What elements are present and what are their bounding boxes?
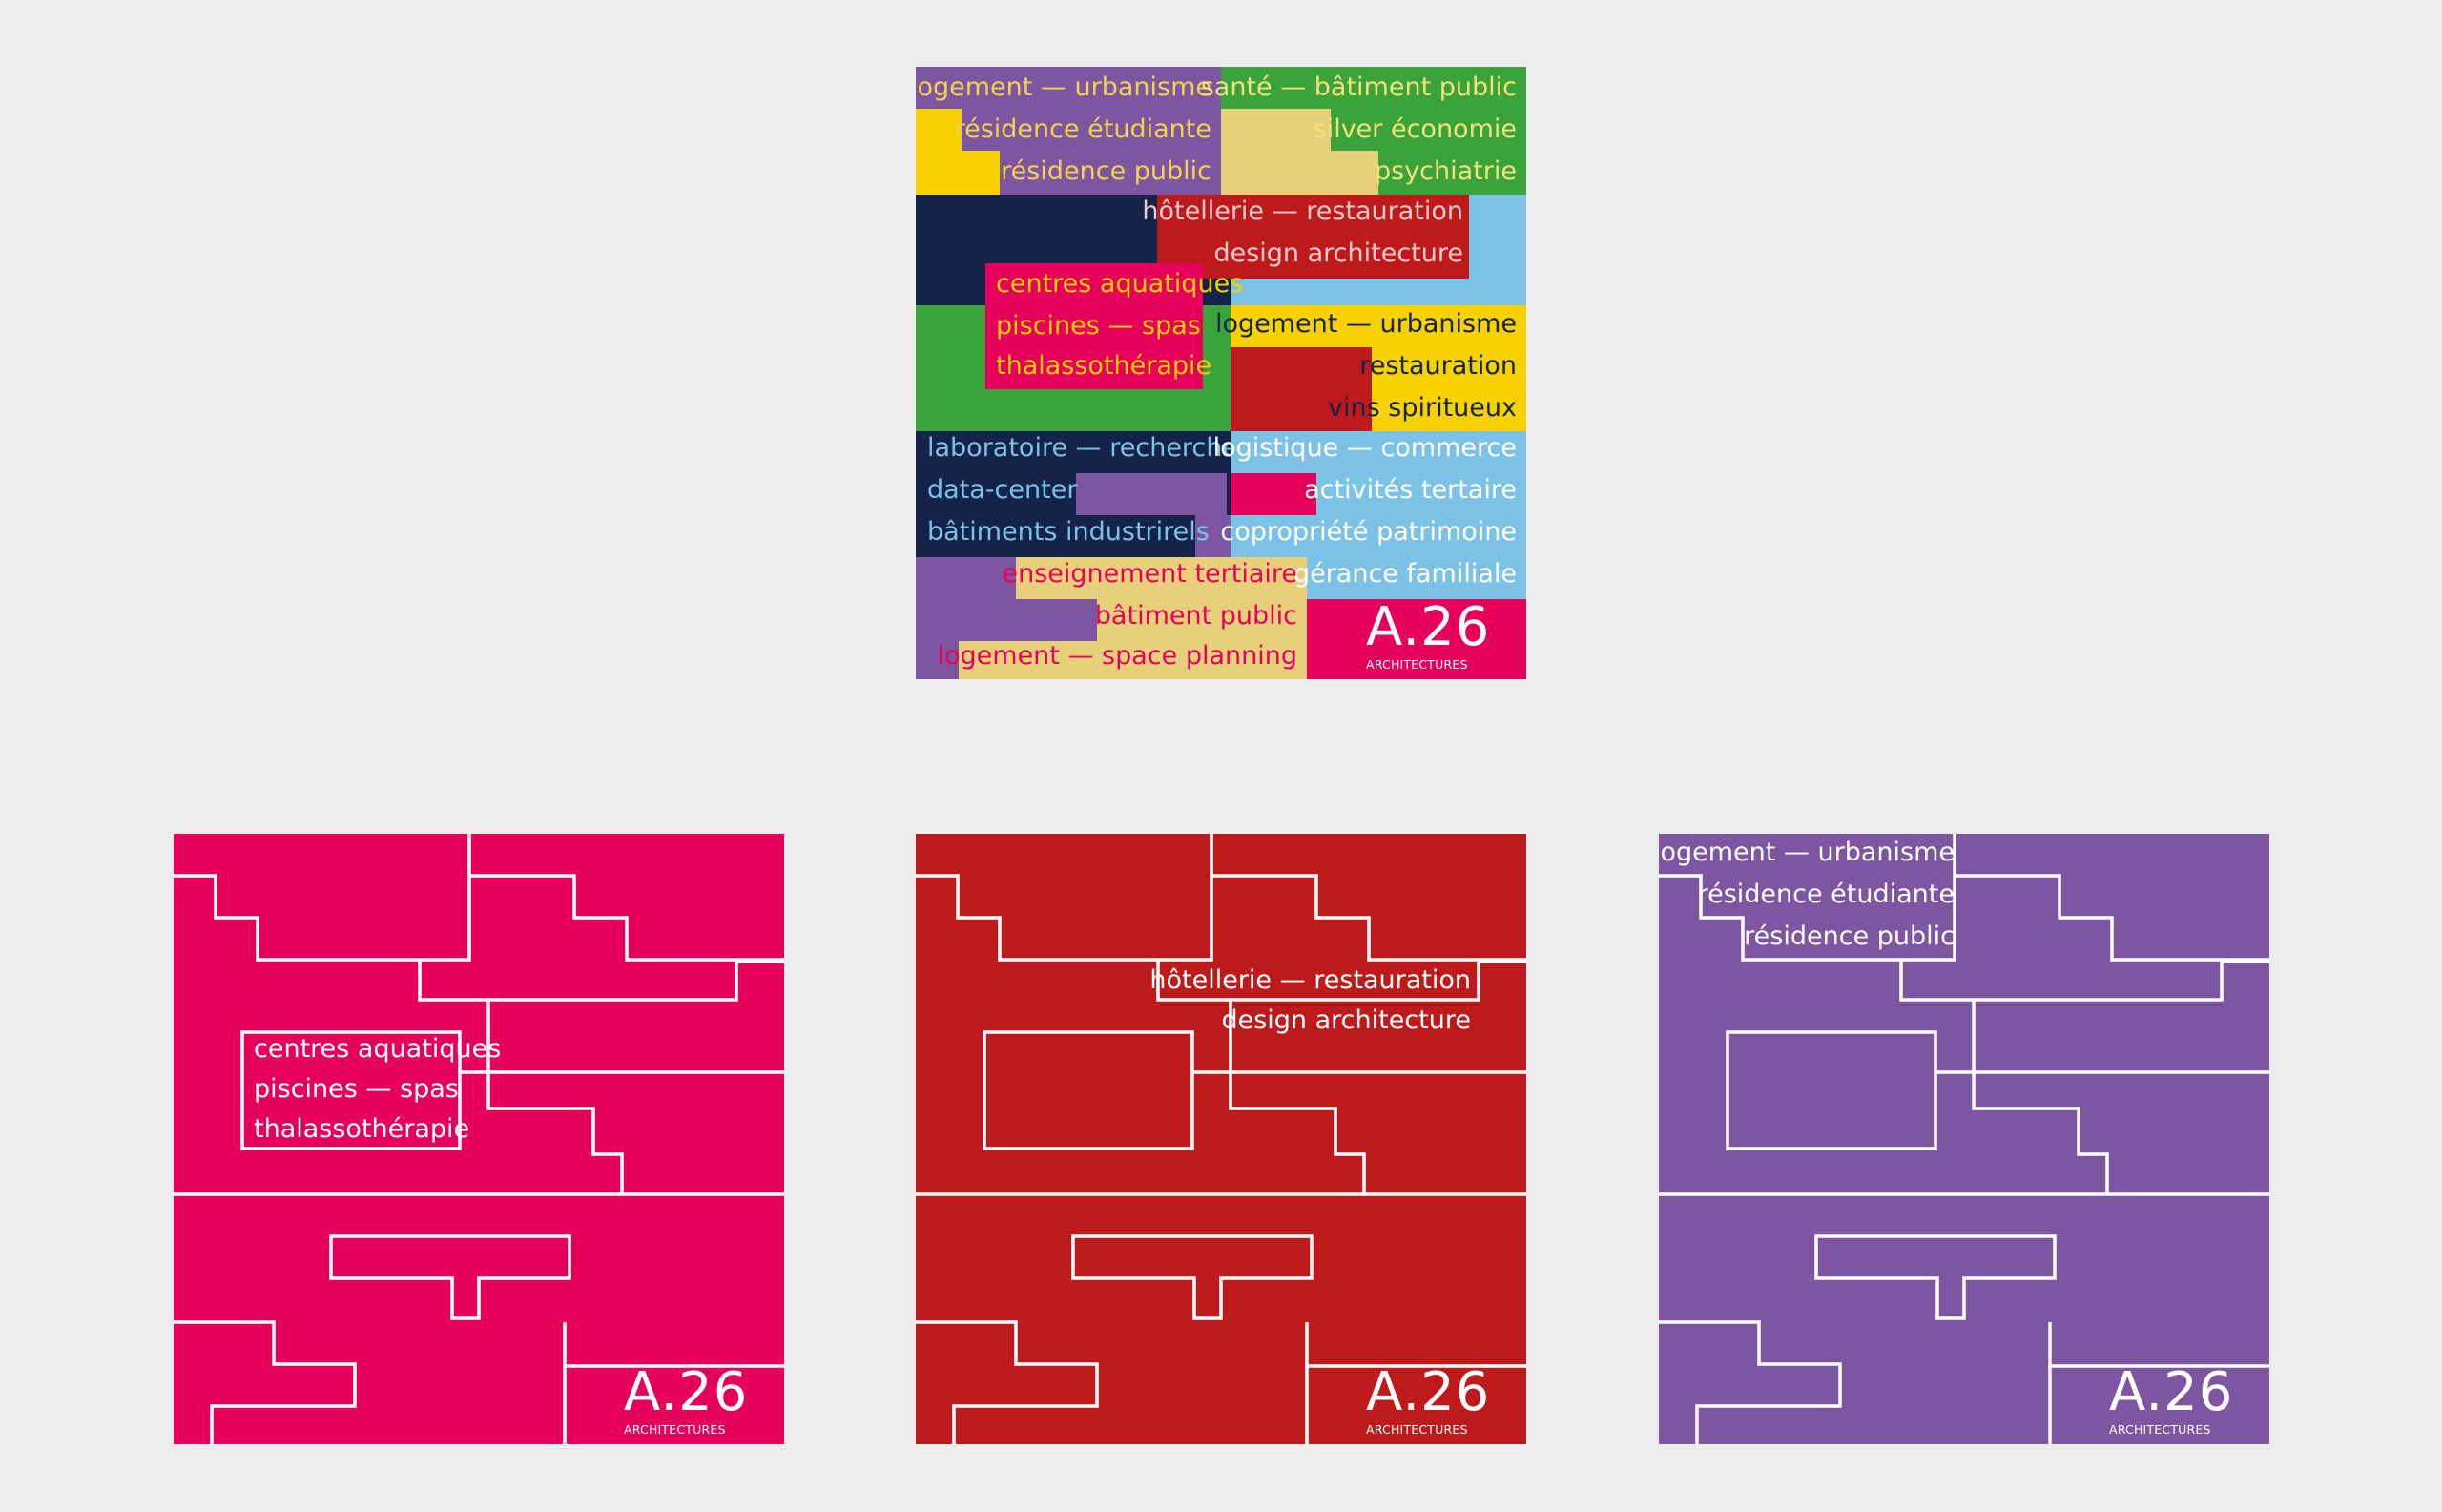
logo-subtitle: ARCHITECTURES: [624, 1422, 726, 1437]
pink-card-line-3: thalassothérapie: [254, 1114, 470, 1144]
logo-subtitle: ARCHITECTURES: [1366, 1422, 1468, 1437]
hero-label-vins-spiritueux: vins spiritueux: [1328, 393, 1517, 423]
hero-label-logistique: logistique — commerce: [1212, 433, 1517, 463]
a26-logo: A.26 ARCHITECTURES: [1366, 1362, 1489, 1439]
logo-mark: A.26: [624, 1361, 749, 1423]
hero-label-copropriete: copropriété patrimoine: [1220, 517, 1517, 547]
logo-subtitle: ARCHITECTURES: [1366, 657, 1468, 672]
purple-card-line-3: résidence public: [1744, 922, 1955, 951]
hero-label-sante: santé — bâtiment public: [1200, 72, 1517, 102]
hero-label-laboratoire: laboratoire — recherche: [927, 433, 1239, 463]
hero-label-logement-urbanisme-2: logement — urbanisme: [1214, 309, 1517, 339]
hero-label-hotellerie: hôtellerie — restauration: [1142, 197, 1463, 226]
a26-logo: A.26 ARCHITECTURES: [2109, 1362, 2232, 1439]
red-card: hôtellerie — restauration design archite…: [916, 834, 1526, 1444]
pink-card-line-2: piscines — spas: [254, 1074, 459, 1104]
logo-mark: A.26: [1366, 596, 1491, 658]
pink-card-lines: [174, 834, 784, 1444]
pink-card-line-1: centres aquatiques: [254, 1034, 502, 1064]
a26-logo: A.26 ARCHITECTURES: [624, 1362, 747, 1439]
red-card-line-1: hôtellerie — restauration: [1149, 965, 1471, 995]
hero-label-data-center: data-center: [927, 475, 1078, 505]
pink-card: centres aquatiques piscines — spas thala…: [174, 834, 784, 1444]
a26-logo: A.26 ARCHITECTURES: [1366, 597, 1489, 673]
hero-label-batiments-industriels: bâtiments industrirels: [927, 517, 1210, 547]
hero-label-residence-public: résidence public: [1001, 156, 1211, 186]
purple-card-lines: [1659, 834, 2269, 1444]
hero-label-centres-aquatiques: centres aquatiques: [996, 269, 1244, 299]
hero-label-piscines-spas: piscines — spas: [996, 311, 1201, 341]
logo-mark: A.26: [2109, 1361, 2234, 1423]
purple-card-line-2: résidence étudiante: [1697, 880, 1955, 909]
hero-label-enseignement-tertiaire: enseignement tertiaire: [1002, 559, 1297, 589]
hero-card: logement — urbanisme résidence étudiante…: [916, 67, 1526, 679]
hero-label-residence-etudiante: résidence étudiante: [954, 114, 1211, 144]
logo-mark: A.26: [1366, 1361, 1491, 1423]
hero-label-design-architecture: design architecture: [1213, 238, 1463, 268]
red-card-lines: [916, 834, 1526, 1444]
hero-label-restauration: restauration: [1359, 351, 1517, 381]
purple-card: logement — urbanisme résidence étudiante…: [1659, 834, 2269, 1444]
hero-label-batiment-public: bâtiment public: [1094, 601, 1297, 631]
hero-label-logement-urbanisme: logement — urbanisme: [916, 72, 1211, 102]
red-card-line-2: design architecture: [1221, 1005, 1471, 1035]
hero-label-gerance-familiale: gérance familiale: [1293, 559, 1517, 589]
hero-label-thalassotherapie: thalassothérapie: [996, 351, 1212, 381]
logo-subtitle: ARCHITECTURES: [2109, 1422, 2211, 1437]
hero-label-activites-tertaire: activités tertaire: [1304, 475, 1517, 505]
hero-label-logement-space-planning: logement — space planning: [937, 641, 1298, 671]
hero-label-silver-economie: silver économie: [1313, 114, 1517, 144]
purple-card-line-1: logement — urbanisme: [1659, 838, 1955, 867]
hero-label-psychiatrie: psychiatrie: [1375, 156, 1517, 186]
